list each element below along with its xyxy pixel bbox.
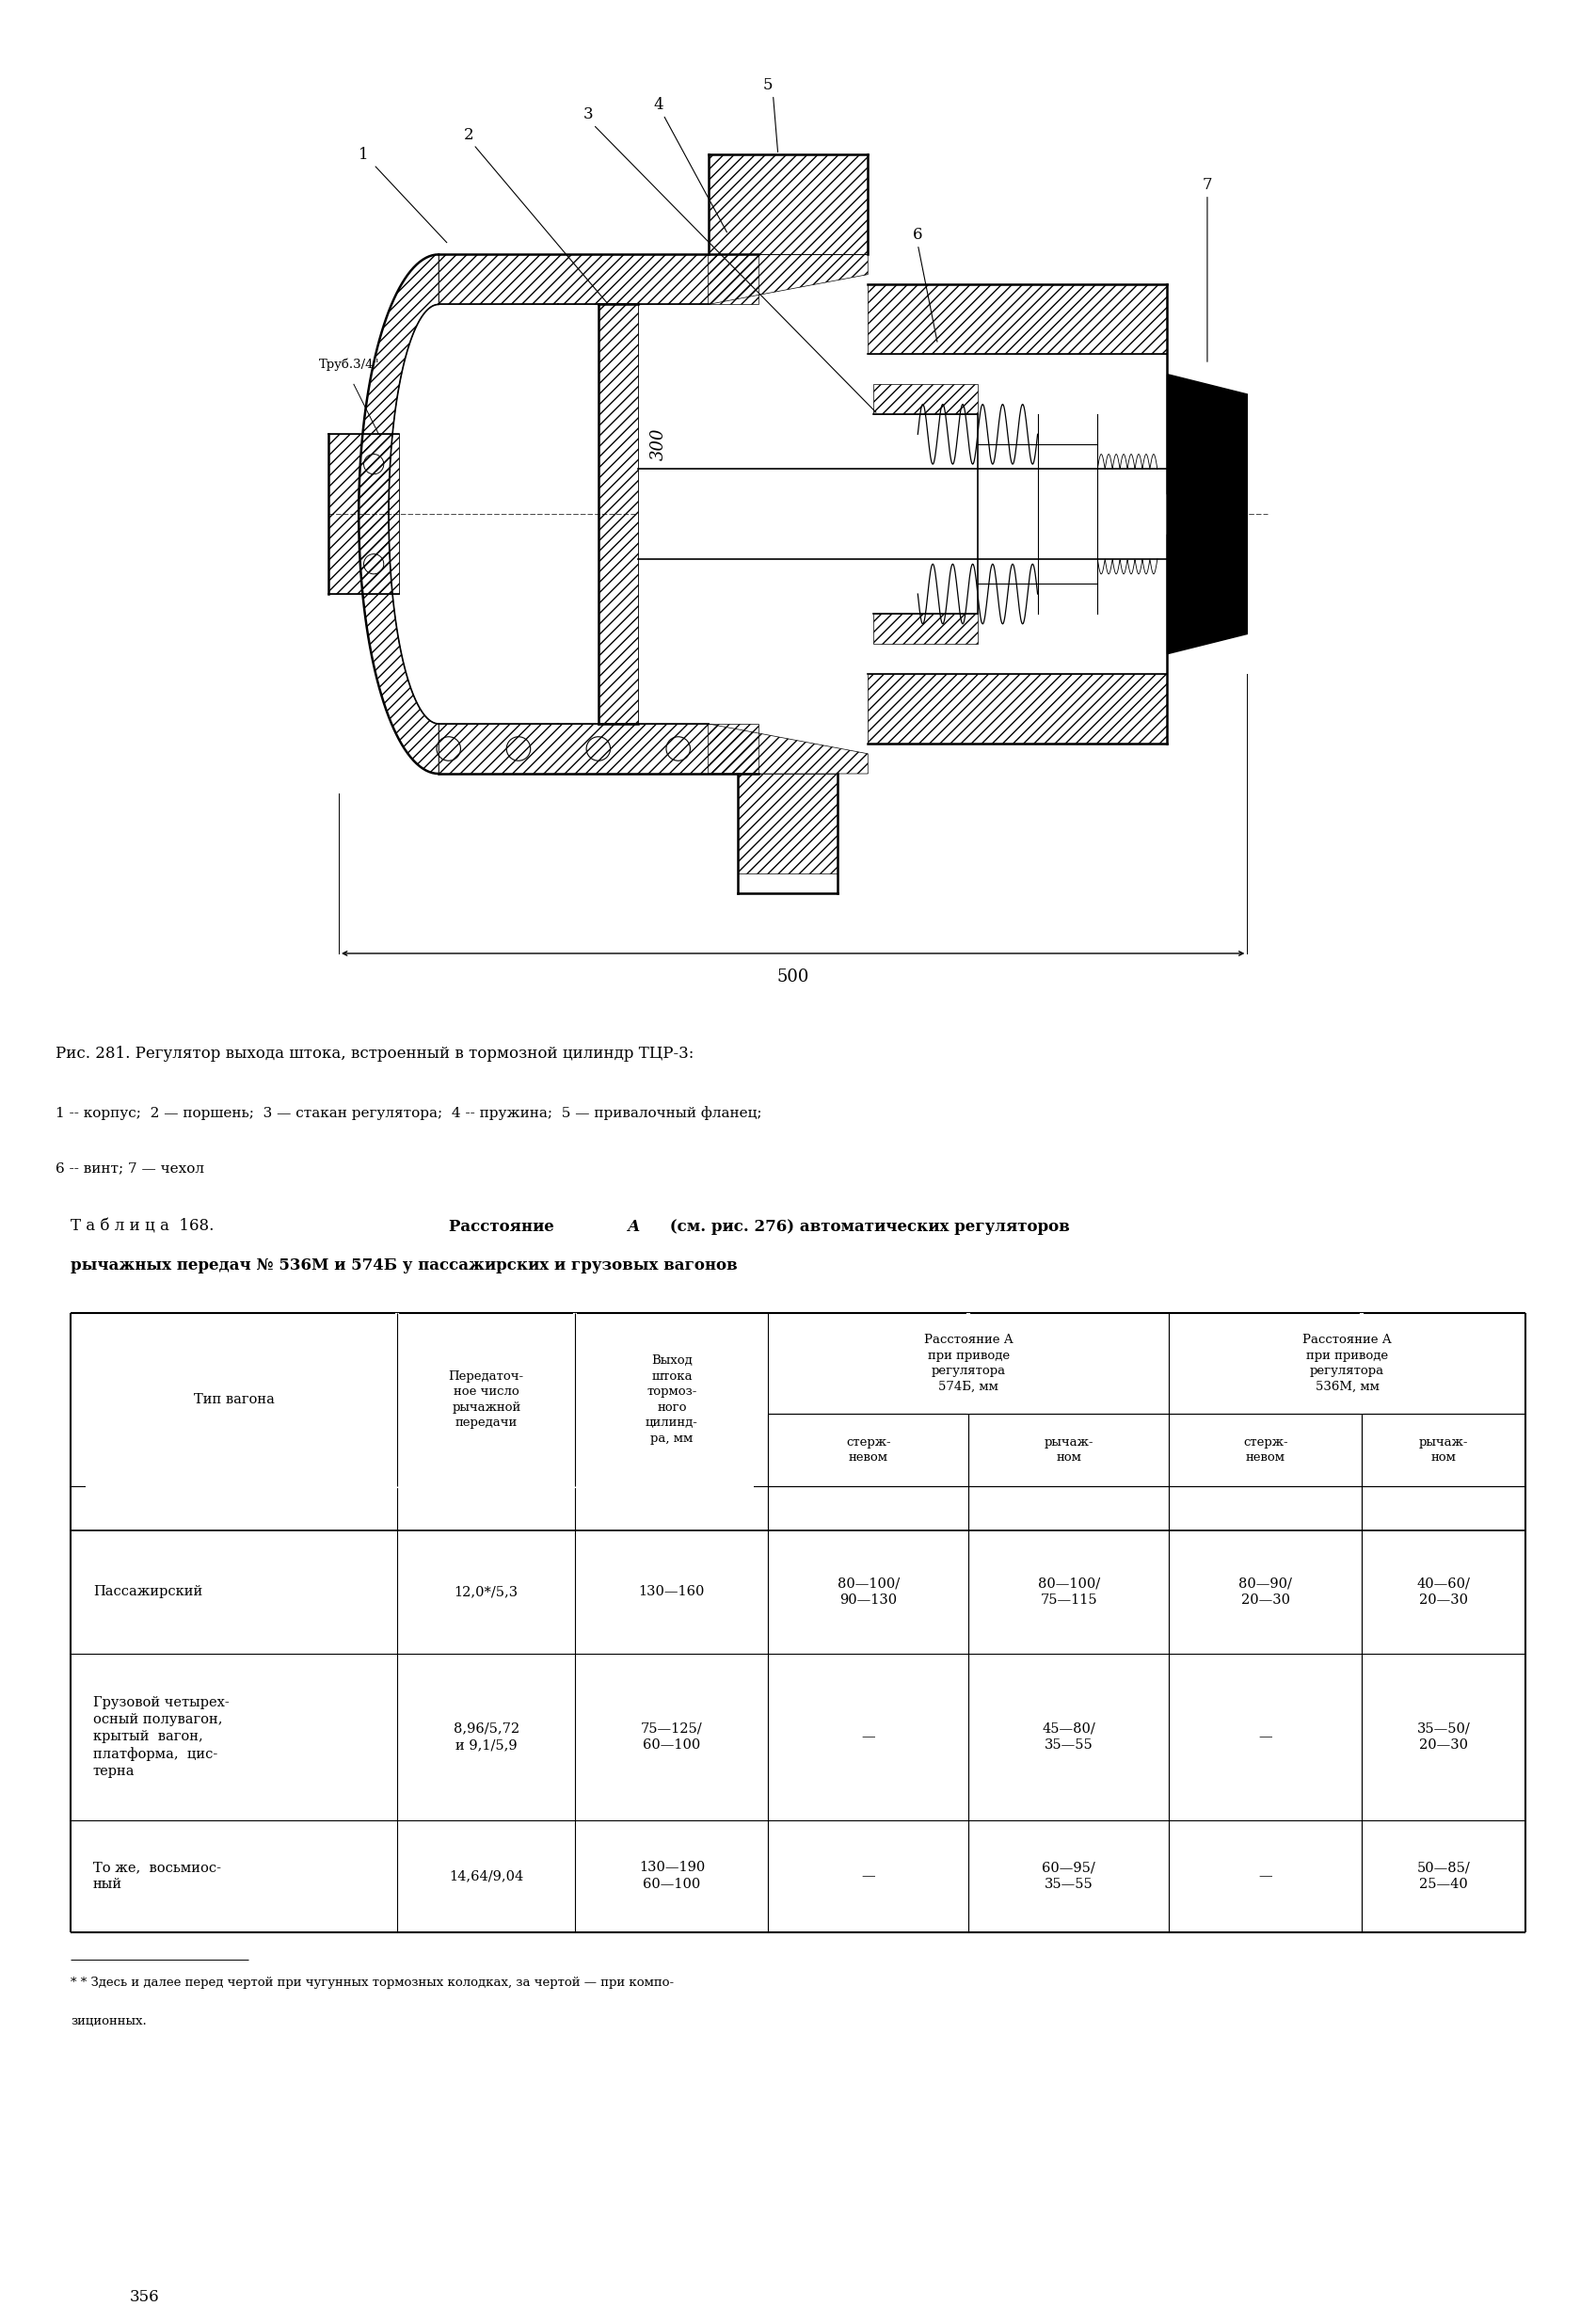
Text: Тип вагона: Тип вагона: [193, 1393, 275, 1407]
Text: * * Здесь и далее перед чертой при чугунных тормозных колодках, за чертой — при : * * Здесь и далее перед чертой при чугун…: [70, 1976, 674, 1988]
Text: рычаж-
ном: рычаж- ном: [1044, 1435, 1093, 1463]
Text: То же,  восьмиос-
ный: То же, восьмиос- ный: [93, 1862, 220, 1890]
Text: Труб.3/4": Труб.3/4": [319, 358, 380, 372]
Text: 7: 7: [1202, 176, 1213, 193]
Text: 60—95/
35—55: 60—95/ 35—55: [1042, 1862, 1095, 1890]
Polygon shape: [1167, 374, 1246, 655]
Text: 4: 4: [653, 98, 664, 114]
Text: стерж-
невом: стерж- невом: [846, 1435, 891, 1463]
Text: 50—85/
25—40: 50—85/ 25—40: [1417, 1862, 1470, 1890]
Text: 500: 500: [777, 968, 809, 985]
Text: 45—80/
35—55: 45—80/ 35—55: [1042, 1723, 1095, 1751]
Text: —: —: [862, 1730, 875, 1744]
Text: А: А: [627, 1219, 640, 1235]
Text: 40—60/
20—30: 40—60/ 20—30: [1417, 1577, 1470, 1607]
Text: 6 -- винт; 7 — чехол: 6 -- винт; 7 — чехол: [56, 1161, 204, 1175]
Text: Расстояние А
при приводе
регулятора
536М, мм: Расстояние А при приводе регулятора 536М…: [1302, 1335, 1392, 1393]
Text: 80—100/
75—115: 80—100/ 75—115: [1037, 1577, 1100, 1607]
Text: 75—125/
60—100: 75—125/ 60—100: [642, 1723, 702, 1751]
Text: 1: 1: [359, 146, 369, 163]
Text: 80—100/
90—130: 80—100/ 90—130: [838, 1577, 900, 1607]
Text: 130—190
60—100: 130—190 60—100: [638, 1862, 705, 1890]
Text: зиционных.: зиционных.: [70, 2015, 147, 2027]
Text: Расстояние А
при приводе
регулятора
574Б, мм: Расстояние А при приводе регулятора 574Б…: [924, 1335, 1013, 1393]
Text: рычажных передач № 536М и 574Б у пассажирских и грузовых вагонов: рычажных передач № 536М и 574Б у пассажи…: [70, 1259, 737, 1272]
Text: 356: 356: [131, 2289, 160, 2306]
Text: 1 -- корпус;  2 — поршень;  3 — стакан регулятора;  4 -- пружина;  5 — привалочн: 1 -- корпус; 2 — поршень; 3 — стакан рег…: [56, 1105, 763, 1119]
Text: Выход
штока
тормоз-
ного
цилинд-
ра, мм: Выход штока тормоз- ного цилинд- ра, мм: [645, 1354, 697, 1444]
Text: Грузовой четырех-
осный полувагон,
крытый  вагон,
платформа,  цис-
терна: Грузовой четырех- осный полувагон, крыты…: [93, 1695, 230, 1779]
Text: стерж-
невом: стерж- невом: [1243, 1435, 1288, 1463]
Text: 35—50/
20—30: 35—50/ 20—30: [1417, 1723, 1470, 1751]
Text: рычаж-
ном: рычаж- ном: [1419, 1435, 1468, 1463]
Text: Передаточ-
ное число
рычажной
передачи: Передаточ- ное число рычажной передачи: [448, 1370, 523, 1428]
Text: 12,0*/5,3: 12,0*/5,3: [455, 1586, 519, 1598]
Text: 3: 3: [584, 107, 594, 123]
Text: Т а б л и ц а  168.: Т а б л и ц а 168.: [70, 1219, 223, 1235]
Text: 14,64/9,04: 14,64/9,04: [448, 1869, 523, 1883]
Text: 300: 300: [650, 427, 667, 460]
Text: 130—160: 130—160: [638, 1586, 705, 1598]
Text: (см. рис. 276) автоматических регуляторов: (см. рис. 276) автоматических регуляторо…: [664, 1219, 1069, 1235]
Text: 2: 2: [463, 128, 474, 142]
Text: 5: 5: [763, 77, 772, 93]
Text: Пассажирский: Пассажирский: [93, 1586, 203, 1598]
Text: —: —: [1259, 1730, 1272, 1744]
Text: 6: 6: [913, 228, 922, 241]
Text: Расстояние: Расстояние: [448, 1219, 560, 1235]
Text: —: —: [1259, 1869, 1272, 1883]
Text: —: —: [862, 1869, 875, 1883]
Text: Рис. 281. Регулятор выхода штока, встроенный в тормозной цилиндр ТЦР-3:: Рис. 281. Регулятор выхода штока, встрое…: [56, 1045, 694, 1061]
Text: 80—90/
20—30: 80—90/ 20—30: [1238, 1577, 1293, 1607]
Text: 8,96/5,72
и 9,1/5,9: 8,96/5,72 и 9,1/5,9: [453, 1723, 519, 1751]
